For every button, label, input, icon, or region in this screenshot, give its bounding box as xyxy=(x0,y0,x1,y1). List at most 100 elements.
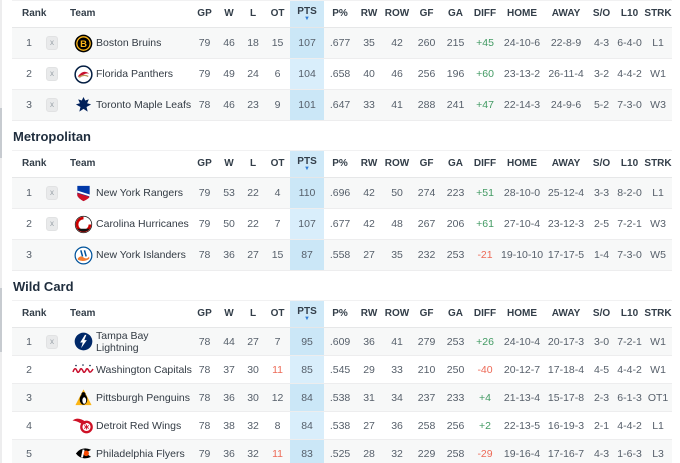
team-name-link[interactable]: New York Islanders xyxy=(96,249,186,261)
column-label-ga: GA xyxy=(448,158,464,169)
stat-home: 19-10-10 xyxy=(501,249,544,261)
team-name-link[interactable]: Tampa Bay Lightning xyxy=(96,329,149,354)
column-header-rw[interactable]: RW xyxy=(356,151,382,178)
column-header-strk[interactable]: STRK xyxy=(644,1,672,28)
column-header-home[interactable]: HOME xyxy=(500,151,544,178)
column-header-rank[interactable]: Rank xyxy=(12,1,70,28)
stat-pct: .525 xyxy=(329,447,351,460)
stat-l10: 7-3-0 xyxy=(617,249,642,261)
column-header-team[interactable]: Team xyxy=(70,1,192,28)
column-header-pct[interactable]: P% xyxy=(324,1,356,28)
standings-table: Rank Team GP W L OT PTS ▼ P% RW ROW GF GA DIFF HOME AWA… xyxy=(12,150,673,271)
team-name-link[interactable]: Boston Bruins xyxy=(96,37,162,49)
column-header-ga[interactable]: GA xyxy=(441,1,470,28)
column-header-ga[interactable]: GA xyxy=(441,151,470,178)
rank-cell: 1 xyxy=(26,335,32,348)
column-label-pts: PTS xyxy=(297,5,317,17)
column-header-row[interactable]: ROW xyxy=(382,1,412,28)
column-header-rw[interactable]: RW xyxy=(356,301,382,328)
column-header-so[interactable]: S/O xyxy=(588,301,615,328)
column-header-ga[interactable]: GA xyxy=(441,301,470,328)
column-header-rank[interactable]: Rank xyxy=(12,151,70,178)
team-name-link[interactable]: Pittsburgh Penguins xyxy=(96,391,190,404)
column-header-away[interactable]: AWAY xyxy=(544,1,588,28)
column-header-ot[interactable]: OT xyxy=(265,301,290,328)
team-name-link[interactable]: Washington Capitals xyxy=(96,363,192,376)
column-header-l10[interactable]: L10 xyxy=(615,301,644,328)
column-label-team: Team xyxy=(70,308,96,319)
team-name-link[interactable]: Detroit Red Wings xyxy=(96,419,182,432)
column-header-home[interactable]: HOME xyxy=(500,1,544,28)
column-header-away[interactable]: AWAY xyxy=(544,151,588,178)
stat-home: 28-10-0 xyxy=(503,187,541,199)
column-header-diff[interactable]: DIFF xyxy=(470,301,500,328)
team-row: 5 Philadelphia Flyers 79 36 32 11 83 .525 28 32 22… xyxy=(12,439,673,463)
team-name-link[interactable]: Florida Panthers xyxy=(96,68,174,80)
column-header-pct[interactable]: P% xyxy=(324,151,356,178)
column-header-away[interactable]: AWAY xyxy=(544,301,588,328)
column-header-so[interactable]: S/O xyxy=(588,151,615,178)
column-header-w[interactable]: W xyxy=(217,301,241,328)
column-header-so[interactable]: S/O xyxy=(588,1,615,28)
stat-ot: 6 xyxy=(274,68,281,80)
stat-gp: 79 xyxy=(198,447,211,460)
column-header-w[interactable]: W xyxy=(217,151,241,178)
stat-strk: L1 xyxy=(652,187,664,199)
column-header-diff[interactable]: DIFF xyxy=(470,1,500,28)
logo-cell xyxy=(70,240,96,271)
stat-so: 4-3 xyxy=(593,447,610,460)
column-header-row[interactable]: ROW xyxy=(382,151,412,178)
column-header-ot[interactable]: OT xyxy=(265,1,290,28)
column-header-ot[interactable]: OT xyxy=(265,151,290,178)
stat-diff: +60 xyxy=(476,68,494,80)
stat-l: 18 xyxy=(247,37,259,49)
column-header-pts[interactable]: PTS ▼ xyxy=(290,300,325,328)
column-header-l[interactable]: L xyxy=(241,1,265,28)
column-header-pts[interactable]: PTS ▼ xyxy=(290,0,325,28)
column-label-gf: GF xyxy=(419,158,434,169)
left-scrollbar-thumb[interactable] xyxy=(0,288,2,352)
team-row: 1 x New York Rangers 79 53 22 4 110 .696 42 50 274 2… xyxy=(12,177,673,209)
stat-home: 27-10-4 xyxy=(503,218,541,230)
column-header-l10[interactable]: L10 xyxy=(615,1,644,28)
column-label-away: AWAY xyxy=(551,158,581,169)
column-header-strk[interactable]: STRK xyxy=(644,151,672,178)
stat-gf: 237 xyxy=(417,391,436,404)
column-header-diff[interactable]: DIFF xyxy=(470,151,500,178)
column-header-gp[interactable]: GP xyxy=(192,301,217,328)
stat-diff: +47 xyxy=(476,99,494,111)
team-name-link[interactable]: Carolina Hurricanes xyxy=(96,218,189,230)
column-header-team[interactable]: Team xyxy=(70,301,192,328)
stat-gf: 279 xyxy=(417,335,436,348)
column-header-l[interactable]: L xyxy=(241,301,265,328)
stat-pts: 95 xyxy=(290,327,325,356)
column-header-gp[interactable]: GP xyxy=(192,151,217,178)
column-header-pts[interactable]: PTS ▼ xyxy=(290,150,325,178)
column-header-gf[interactable]: GF xyxy=(412,1,441,28)
column-header-rank[interactable]: Rank xyxy=(12,301,70,328)
stat-ga: 223 xyxy=(446,187,465,199)
column-header-l10[interactable]: L10 xyxy=(615,151,644,178)
column-label-away: AWAY xyxy=(551,8,581,19)
stat-ga: 253 xyxy=(446,249,465,261)
column-header-row[interactable]: ROW xyxy=(382,301,412,328)
column-label-gp: GP xyxy=(197,158,212,169)
team-name-link[interactable]: Toronto Maple Leafs xyxy=(96,99,192,111)
column-header-gp[interactable]: GP xyxy=(192,1,217,28)
column-header-rw[interactable]: RW xyxy=(356,1,382,28)
column-header-l[interactable]: L xyxy=(241,151,265,178)
column-header-home[interactable]: HOME xyxy=(500,301,544,328)
left-scrollbar-thumb[interactable] xyxy=(0,108,2,158)
bos-team-logo-icon: B xyxy=(74,34,93,52)
column-label-pts: PTS xyxy=(297,155,317,167)
column-header-strk[interactable]: STRK xyxy=(644,301,672,328)
column-header-w[interactable]: W xyxy=(217,1,241,28)
column-header-gf[interactable]: GF xyxy=(412,151,441,178)
team-name-link[interactable]: New York Rangers xyxy=(96,187,183,199)
column-header-gf[interactable]: GF xyxy=(412,301,441,328)
column-header-team[interactable]: Team xyxy=(70,151,192,178)
column-header-pct[interactable]: P% xyxy=(324,301,356,328)
team-name-link[interactable]: Philadelphia Flyers xyxy=(96,447,185,460)
column-label-diff: DIFF xyxy=(473,158,497,169)
team-row: 1 x B Boston Bruins 79 46 18 15 107 .677 35 42 260 21… xyxy=(12,27,673,59)
